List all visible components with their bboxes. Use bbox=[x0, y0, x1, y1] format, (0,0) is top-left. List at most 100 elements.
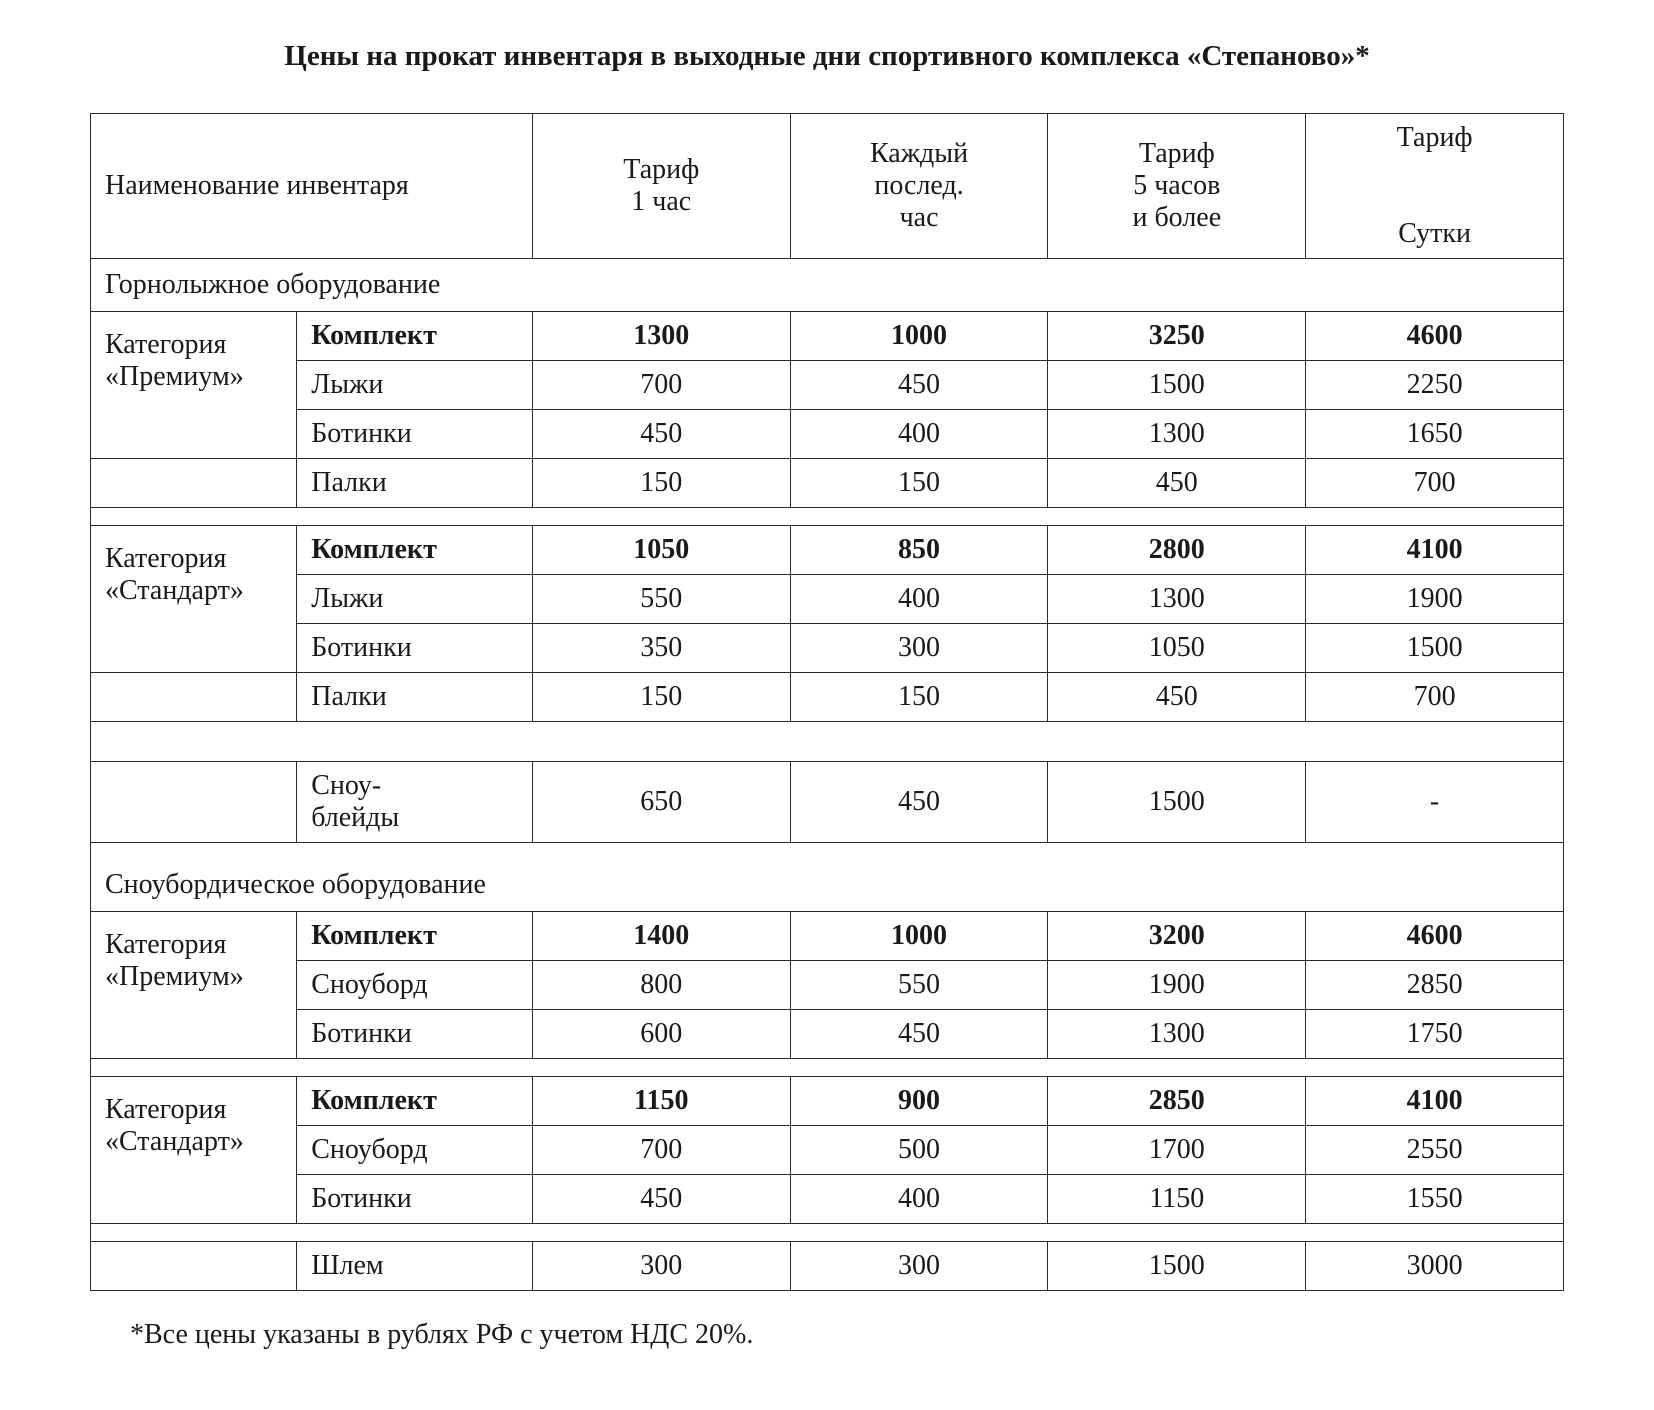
table-row: Сноуборд 700 500 1700 2550 bbox=[91, 1126, 1564, 1175]
table-row: Палки 150 150 450 700 bbox=[91, 459, 1564, 508]
price-h5: 3200 bbox=[1048, 912, 1306, 961]
page-title: Цены на прокат инвентаря в выходные дни … bbox=[90, 40, 1564, 73]
item-name: Комплект bbox=[297, 1077, 533, 1126]
spacer-row bbox=[91, 722, 1564, 762]
price-h5: 1300 bbox=[1048, 575, 1306, 624]
price-he: 1000 bbox=[790, 312, 1048, 361]
header-hours5: Тариф5 часови более bbox=[1048, 114, 1306, 259]
price-table: Наименование инвентаря Тариф1 час Каждый… bbox=[90, 113, 1564, 1291]
section-snowboard: Сноубордическое оборудование bbox=[91, 843, 1564, 912]
price-d: 700 bbox=[1306, 673, 1564, 722]
price-h5: 1050 bbox=[1048, 624, 1306, 673]
table-row: Категория«Премиум» Комплект 1300 1000 32… bbox=[91, 312, 1564, 361]
table-row: Категория«Премиум» Комплект 1400 1000 32… bbox=[91, 912, 1564, 961]
price-d: - bbox=[1306, 762, 1564, 843]
price-d: 700 bbox=[1306, 459, 1564, 508]
item-name: Ботинки bbox=[297, 410, 533, 459]
item-name: Шлем bbox=[297, 1242, 533, 1291]
price-he: 1000 bbox=[790, 912, 1048, 961]
price-he: 450 bbox=[790, 1010, 1048, 1059]
price-h1: 150 bbox=[532, 459, 790, 508]
price-h1: 150 bbox=[532, 673, 790, 722]
price-h1: 1300 bbox=[532, 312, 790, 361]
table-row: Категория«Стандарт» Комплект 1050 850 28… bbox=[91, 526, 1564, 575]
table-row: Ботинки 600 450 1300 1750 bbox=[91, 1010, 1564, 1059]
price-d: 2250 bbox=[1306, 361, 1564, 410]
table-row: Палки 150 150 450 700 bbox=[91, 673, 1564, 722]
category-standard-label: Категория«Стандарт» bbox=[91, 1077, 297, 1175]
price-h5: 450 bbox=[1048, 459, 1306, 508]
table-row: Шлем 300 300 1500 3000 bbox=[91, 1242, 1564, 1291]
item-name: Лыжи bbox=[297, 361, 533, 410]
header-hour1: Тариф1 час bbox=[532, 114, 790, 259]
price-he: 150 bbox=[790, 673, 1048, 722]
price-h1: 1150 bbox=[532, 1077, 790, 1126]
price-h1: 450 bbox=[532, 1175, 790, 1224]
price-d: 1650 bbox=[1306, 410, 1564, 459]
section-ski-label: Горнолыжное оборудование bbox=[91, 259, 1564, 312]
table-row: Категория«Стандарт» Комплект 1150 900 28… bbox=[91, 1077, 1564, 1126]
spacer-row bbox=[91, 508, 1564, 526]
price-d: 2850 bbox=[1306, 961, 1564, 1010]
item-name: Ботинки bbox=[297, 624, 533, 673]
price-h1: 700 bbox=[532, 1126, 790, 1175]
price-h5: 450 bbox=[1048, 673, 1306, 722]
item-name: Комплект bbox=[297, 526, 533, 575]
spacer-row bbox=[91, 1224, 1564, 1242]
price-he: 400 bbox=[790, 410, 1048, 459]
item-name: Палки bbox=[297, 459, 533, 508]
price-h5: 2850 bbox=[1048, 1077, 1306, 1126]
section-snowboard-label: Сноубордическое оборудование bbox=[91, 843, 1564, 912]
price-h1: 550 bbox=[532, 575, 790, 624]
category-standard-label: Категория«Стандарт» bbox=[91, 526, 297, 624]
price-h5: 1700 bbox=[1048, 1126, 1306, 1175]
header-name: Наименование инвентаря bbox=[91, 114, 533, 259]
item-name: Лыжи bbox=[297, 575, 533, 624]
price-d: 1550 bbox=[1306, 1175, 1564, 1224]
price-he: 450 bbox=[790, 361, 1048, 410]
price-d: 1500 bbox=[1306, 624, 1564, 673]
price-h5: 1500 bbox=[1048, 762, 1306, 843]
price-h5: 1900 bbox=[1048, 961, 1306, 1010]
price-h1: 300 bbox=[532, 1242, 790, 1291]
table-row: Ботинки 350 300 1050 1500 bbox=[91, 624, 1564, 673]
table-row: Ботинки 450 400 1300 1650 bbox=[91, 410, 1564, 459]
price-d: 4100 bbox=[1306, 526, 1564, 575]
price-d: 1750 bbox=[1306, 1010, 1564, 1059]
price-h1: 1400 bbox=[532, 912, 790, 961]
table-header-row: Наименование инвентаря Тариф1 час Каждый… bbox=[91, 114, 1564, 259]
table-row: Лыжи 700 450 1500 2250 bbox=[91, 361, 1564, 410]
item-name: Комплект bbox=[297, 912, 533, 961]
price-he: 900 bbox=[790, 1077, 1048, 1126]
price-h5: 1500 bbox=[1048, 361, 1306, 410]
price-h1: 350 bbox=[532, 624, 790, 673]
price-he: 300 bbox=[790, 1242, 1048, 1291]
item-name: Ботинки bbox=[297, 1175, 533, 1224]
section-ski: Горнолыжное оборудование bbox=[91, 259, 1564, 312]
price-h1: 800 bbox=[532, 961, 790, 1010]
item-name: Палки bbox=[297, 673, 533, 722]
price-h5: 1150 bbox=[1048, 1175, 1306, 1224]
price-h1: 1050 bbox=[532, 526, 790, 575]
price-d: 4100 bbox=[1306, 1077, 1564, 1126]
price-he: 500 bbox=[790, 1126, 1048, 1175]
header-day: ТарифСутки bbox=[1306, 114, 1564, 259]
footnote: *Все цены указаны в рублях РФ с учетом Н… bbox=[130, 1319, 1564, 1351]
price-h1: 450 bbox=[532, 410, 790, 459]
price-he: 400 bbox=[790, 575, 1048, 624]
price-he: 850 bbox=[790, 526, 1048, 575]
price-h5: 1300 bbox=[1048, 410, 1306, 459]
price-he: 550 bbox=[790, 961, 1048, 1010]
price-h1: 650 bbox=[532, 762, 790, 843]
item-name: Сноу-блейды bbox=[297, 762, 533, 843]
price-he: 150 bbox=[790, 459, 1048, 508]
price-h5: 1500 bbox=[1048, 1242, 1306, 1291]
price-he: 400 bbox=[790, 1175, 1048, 1224]
price-he: 450 bbox=[790, 762, 1048, 843]
price-he: 300 bbox=[790, 624, 1048, 673]
table-row: Сноу-блейды 650 450 1500 - bbox=[91, 762, 1564, 843]
price-h1: 700 bbox=[532, 361, 790, 410]
spacer-row bbox=[91, 1059, 1564, 1077]
table-row: Ботинки 450 400 1150 1550 bbox=[91, 1175, 1564, 1224]
item-name: Комплект bbox=[297, 312, 533, 361]
